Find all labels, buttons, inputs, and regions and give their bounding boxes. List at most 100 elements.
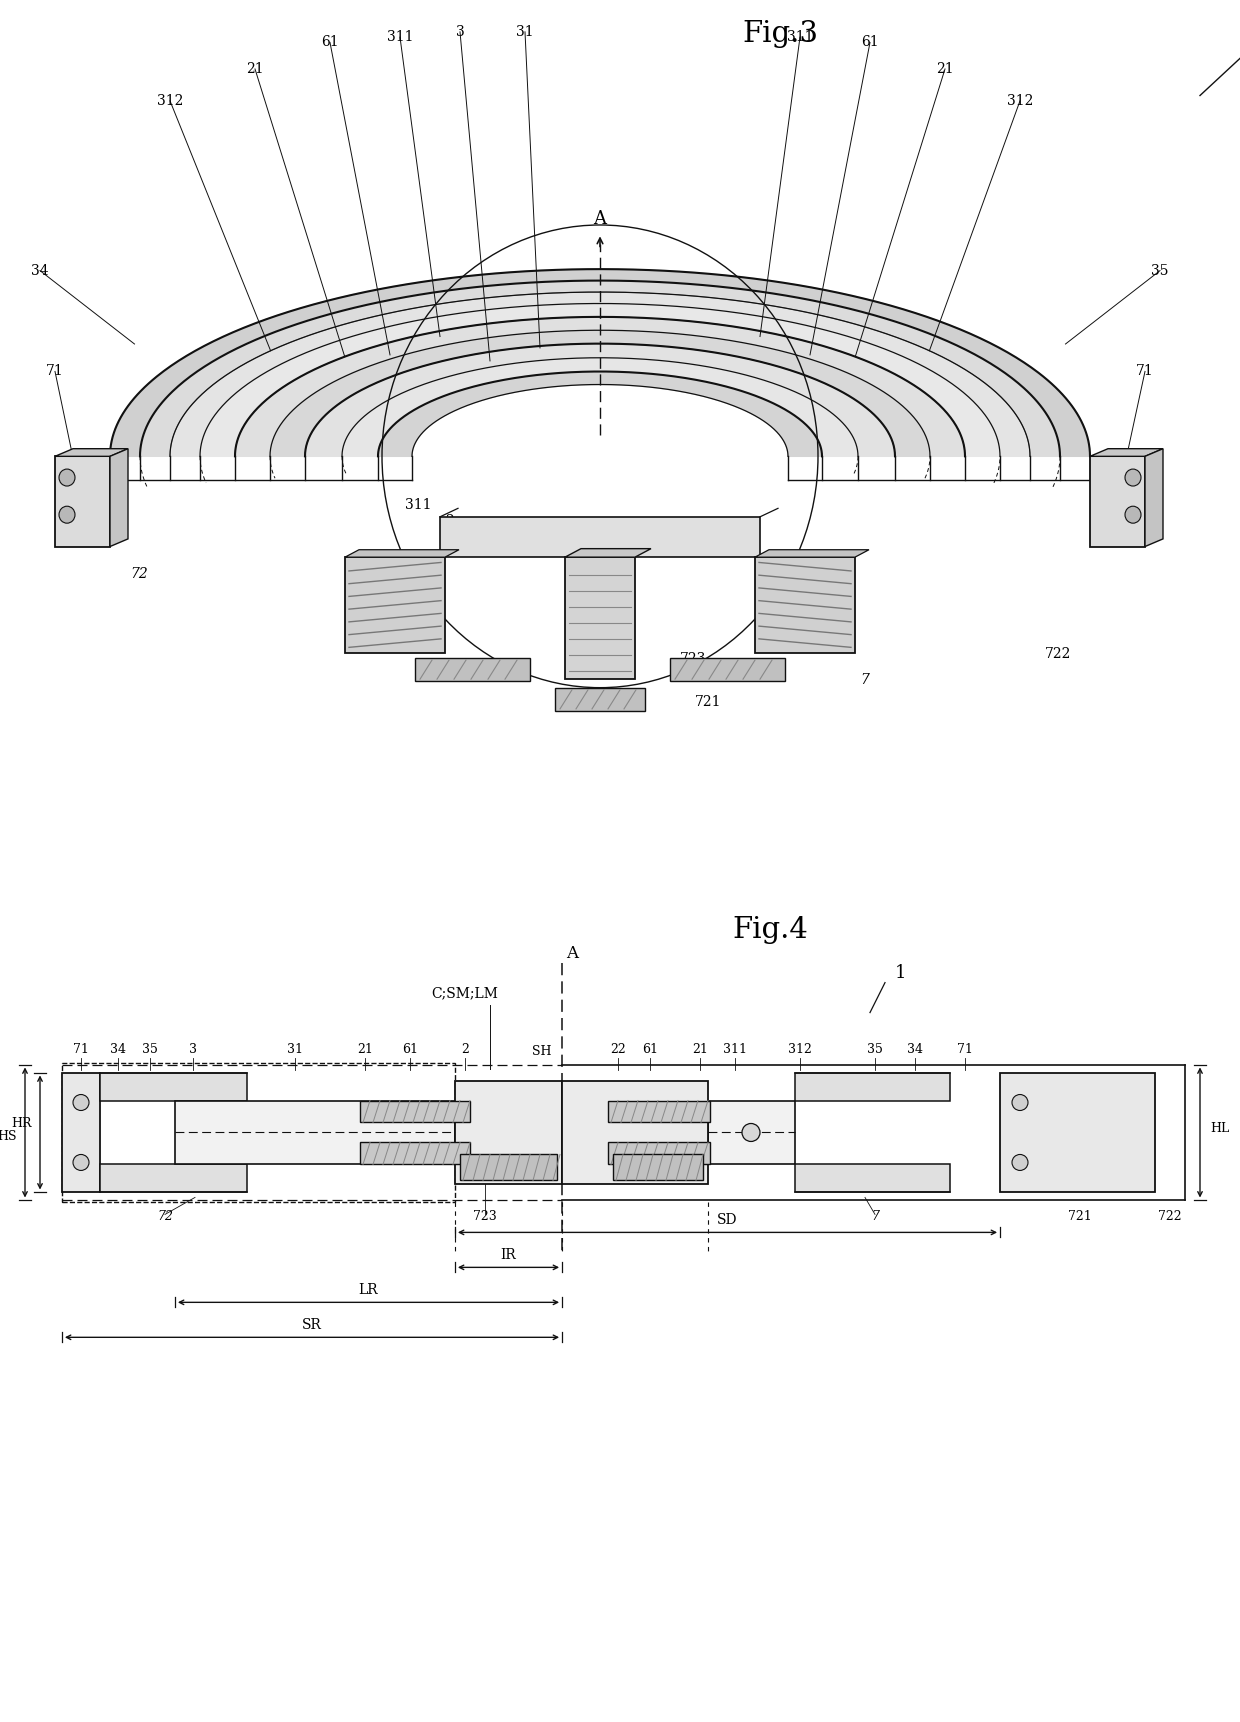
Bar <box>795 1073 950 1100</box>
Text: C;SM;LM: C;SM;LM <box>432 987 498 1000</box>
Polygon shape <box>565 549 651 558</box>
Bar <box>556 687 645 711</box>
Text: 311: 311 <box>405 498 432 513</box>
Text: 723: 723 <box>680 653 707 666</box>
Text: 61: 61 <box>862 36 879 50</box>
Polygon shape <box>236 317 965 456</box>
Text: 721: 721 <box>694 694 722 709</box>
Text: 21: 21 <box>692 1042 708 1056</box>
Text: 21: 21 <box>247 62 264 76</box>
Text: 72: 72 <box>157 1211 174 1223</box>
Text: 61: 61 <box>402 1042 418 1056</box>
Circle shape <box>1012 1095 1028 1111</box>
Text: Fig.3: Fig.3 <box>742 21 818 48</box>
Bar <box>360 1142 470 1164</box>
Bar <box>608 1100 711 1123</box>
Text: 311: 311 <box>786 31 813 45</box>
Text: 21: 21 <box>936 62 954 76</box>
Text: 31: 31 <box>286 1042 303 1056</box>
Polygon shape <box>755 549 869 558</box>
Text: SH: SH <box>532 1045 552 1057</box>
Text: 71: 71 <box>957 1042 973 1056</box>
Circle shape <box>1125 506 1141 523</box>
Text: IR: IR <box>501 1248 516 1262</box>
Text: 2: 2 <box>445 515 454 529</box>
Circle shape <box>73 1154 89 1171</box>
Bar <box>62 1073 100 1192</box>
Bar <box>455 1080 562 1185</box>
Polygon shape <box>140 281 1060 456</box>
Polygon shape <box>342 358 858 456</box>
Text: 35: 35 <box>1151 263 1169 277</box>
Text: LR: LR <box>358 1283 378 1297</box>
Text: HR: HR <box>11 1118 32 1130</box>
Text: 1: 1 <box>895 964 906 982</box>
Polygon shape <box>110 449 128 546</box>
Text: HS: HS <box>0 1130 17 1143</box>
Text: 7: 7 <box>870 1211 879 1223</box>
Text: 22: 22 <box>610 1042 626 1056</box>
Text: A: A <box>594 210 606 227</box>
Text: 311: 311 <box>723 1042 746 1056</box>
Bar <box>1090 456 1145 546</box>
Text: 722: 722 <box>1158 1211 1182 1223</box>
Text: 722: 722 <box>1045 647 1071 661</box>
Bar <box>415 658 529 682</box>
Polygon shape <box>378 372 822 456</box>
Bar <box>755 558 856 653</box>
Polygon shape <box>200 303 999 456</box>
Circle shape <box>1125 468 1141 486</box>
Bar <box>440 517 760 558</box>
Polygon shape <box>345 549 459 558</box>
Text: 35: 35 <box>143 1042 157 1056</box>
Bar <box>345 558 445 653</box>
Bar <box>670 658 785 682</box>
Text: 61: 61 <box>321 36 339 50</box>
Bar <box>55 456 110 546</box>
Text: 721: 721 <box>1068 1211 1092 1223</box>
Polygon shape <box>270 331 930 456</box>
Circle shape <box>742 1123 760 1142</box>
Bar <box>460 1154 557 1181</box>
Text: 7: 7 <box>861 673 869 687</box>
Text: SD: SD <box>717 1214 738 1228</box>
Text: 72: 72 <box>130 567 148 582</box>
Polygon shape <box>170 293 1030 456</box>
Text: 34: 34 <box>110 1042 126 1056</box>
Bar <box>613 1154 703 1181</box>
Circle shape <box>1012 1154 1028 1171</box>
Text: 2: 2 <box>461 1042 469 1056</box>
Bar <box>565 558 635 678</box>
Polygon shape <box>305 344 895 456</box>
Polygon shape <box>1145 449 1163 546</box>
Text: 71: 71 <box>1136 365 1154 379</box>
Circle shape <box>60 506 74 523</box>
Text: 723: 723 <box>474 1211 497 1223</box>
Text: 312: 312 <box>789 1042 812 1056</box>
Polygon shape <box>55 449 128 456</box>
Bar <box>175 1100 455 1164</box>
Text: HL: HL <box>1210 1123 1229 1135</box>
Circle shape <box>60 468 74 486</box>
Text: 312: 312 <box>1007 93 1033 108</box>
Bar <box>360 1100 470 1123</box>
Text: 31: 31 <box>516 24 533 40</box>
Text: 3: 3 <box>188 1042 197 1056</box>
Text: A: A <box>565 945 578 961</box>
Bar <box>708 1100 795 1164</box>
Text: 34: 34 <box>31 263 48 277</box>
Circle shape <box>73 1095 89 1111</box>
Text: 311: 311 <box>387 31 413 45</box>
Text: SR: SR <box>303 1319 322 1333</box>
Bar <box>100 1164 247 1192</box>
Text: 21: 21 <box>357 1042 373 1056</box>
Text: 71: 71 <box>73 1042 89 1056</box>
Bar <box>62 1062 455 1202</box>
Bar <box>562 1080 708 1185</box>
Polygon shape <box>1090 449 1163 456</box>
Text: 61: 61 <box>642 1042 658 1056</box>
Text: 34: 34 <box>906 1042 923 1056</box>
Bar <box>999 1073 1154 1192</box>
Text: Fig.4: Fig.4 <box>732 916 808 944</box>
Bar <box>795 1164 950 1192</box>
